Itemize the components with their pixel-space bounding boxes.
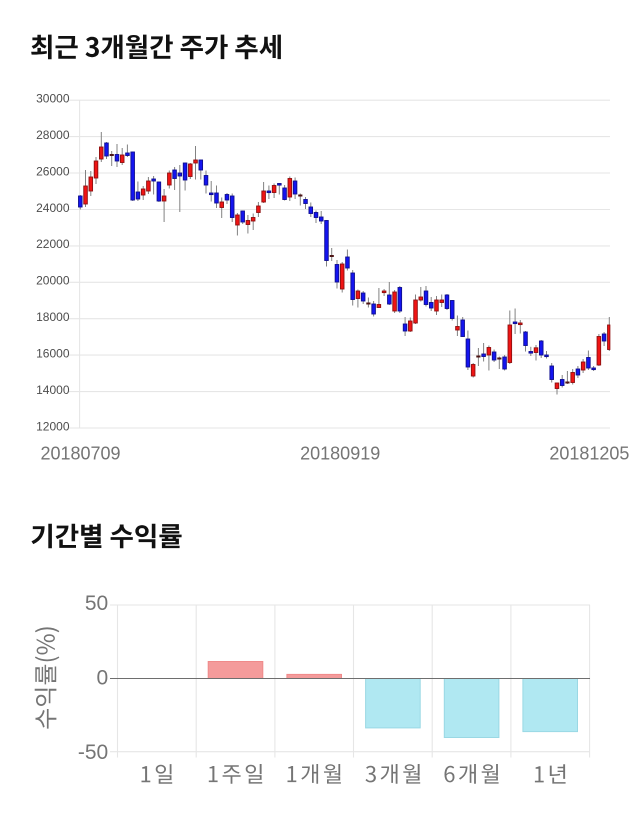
svg-text:28000: 28000 bbox=[36, 128, 70, 142]
svg-text:12000: 12000 bbox=[36, 419, 70, 433]
svg-text:20181205: 20181205 bbox=[549, 443, 629, 463]
svg-text:18000: 18000 bbox=[36, 310, 70, 324]
svg-text:14000: 14000 bbox=[36, 383, 70, 397]
svg-text:26000: 26000 bbox=[36, 164, 70, 178]
svg-text:30000: 30000 bbox=[36, 92, 70, 106]
svg-text:20000: 20000 bbox=[36, 274, 70, 288]
svg-text:20180709: 20180709 bbox=[40, 443, 120, 463]
svg-text:-50: -50 bbox=[78, 741, 108, 764]
svg-text:22000: 22000 bbox=[36, 237, 70, 251]
svg-text:16000: 16000 bbox=[36, 346, 70, 360]
svg-text:20180919: 20180919 bbox=[300, 443, 380, 463]
svg-text:0: 0 bbox=[97, 667, 109, 690]
svg-text:50: 50 bbox=[85, 592, 108, 615]
svg-text:24000: 24000 bbox=[36, 201, 70, 215]
